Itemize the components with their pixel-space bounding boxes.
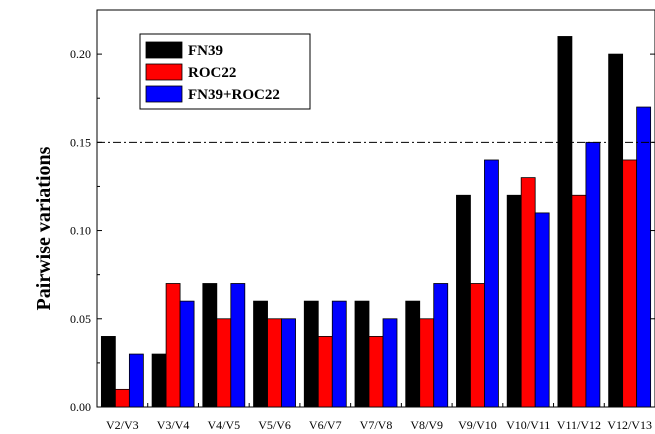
bar-fn39-roc22-v10-v11 — [534, 212, 550, 408]
bar-fn39-v5-v6 — [253, 300, 268, 408]
x-tick-label: V11/V12 — [557, 418, 601, 432]
bar-fn39-v7-v8 — [354, 300, 370, 408]
bar-roc22-v8-v9 — [419, 318, 435, 408]
bar-fn39-roc22-v7-v8 — [382, 318, 398, 408]
legend-label-fn39: FN39 — [188, 43, 223, 59]
bar-fn39-roc22-v5-v6 — [281, 318, 296, 408]
bar-fn39-roc22-v12-v13 — [636, 106, 652, 408]
x-tick-label: V5/V6 — [258, 418, 291, 432]
bar-roc22-v10-v11 — [520, 177, 536, 408]
legend: FN39 ROC22 FN39+ROC22 — [139, 33, 311, 110]
y-axis-title: Pairwise variations — [33, 146, 55, 310]
legend-swatch-fn39 — [145, 41, 183, 59]
bar-roc22-v7-v8 — [368, 336, 384, 408]
x-tick-label: V12/V13 — [607, 418, 652, 432]
x-tick-label: V9/V10 — [458, 418, 497, 432]
bar-roc22-v5-v6 — [267, 318, 282, 408]
bar-fn39-roc22-v3-v4 — [179, 300, 195, 408]
bar-fn39-v8-v9 — [405, 300, 421, 408]
bar-roc22-v9-v10 — [470, 283, 485, 408]
y-tick-label: 0.15 — [70, 135, 91, 149]
x-tick-label: V8/V9 — [410, 418, 443, 432]
x-tick-label: V6/V7 — [309, 418, 342, 432]
x-tick-label: V3/V4 — [157, 418, 190, 432]
y-axis: 0.00 0.05 0.10 0.15 0.20 — [70, 9, 655, 414]
legend-swatch-roc22 — [145, 63, 183, 81]
bar-roc22-v3-v4 — [165, 283, 181, 408]
legend-label-fn39-roc22: FN39+ROC22 — [188, 87, 280, 103]
y-tick-label: 0.10 — [70, 224, 91, 238]
x-tick-label: V7/V8 — [360, 418, 393, 432]
y-tick-label: 0.20 — [70, 47, 91, 61]
bar-fn39-v12-v13 — [608, 53, 624, 408]
bar-fn39-v6-v7 — [303, 300, 319, 408]
x-tick-label: V4/V5 — [207, 418, 240, 432]
bar-fn39-roc22-v11-v12 — [585, 141, 601, 408]
bar-roc22-v11-v12 — [571, 194, 587, 408]
bar-fn39-roc22-v2-v3 — [128, 353, 144, 408]
bar-fn39-v4-v5 — [202, 283, 218, 408]
bar-fn39-roc22-v6-v7 — [331, 300, 347, 408]
bar-fn39-v2-v3 — [100, 336, 116, 408]
bar-fn39-roc22-v9-v10 — [484, 159, 499, 408]
x-tick-label: V2/V3 — [106, 418, 139, 432]
bar-fn39-roc22-v4-v5 — [230, 283, 246, 408]
bar-roc22-v4-v5 — [216, 318, 232, 408]
y-tick-label: 0.00 — [70, 400, 91, 414]
bar-roc22-v2-v3 — [114, 388, 130, 408]
legend-swatch-fn39-roc22 — [145, 85, 183, 103]
x-axis: V2/V3 V3/V4 V4/V5 V5/V6 V6/V7 V7/V8 V8/V9 V9/V1… — [96, 403, 652, 432]
bar-fn39-v3-v4 — [151, 353, 167, 408]
x-tick-label: V10/V11 — [506, 418, 550, 432]
bar-fn39-v11-v12 — [557, 36, 573, 408]
bar-fn39-roc22-v8-v9 — [433, 283, 449, 408]
legend-label-roc22: ROC22 — [188, 65, 236, 81]
bar-roc22-v6-v7 — [317, 336, 333, 408]
bar-fn39-v10-v11 — [506, 194, 522, 408]
y-tick-label: 0.05 — [70, 312, 91, 326]
bar-roc22-v12-v13 — [622, 159, 638, 408]
bars-group — [100, 36, 652, 408]
bar-fn39-v9-v10 — [456, 194, 471, 408]
